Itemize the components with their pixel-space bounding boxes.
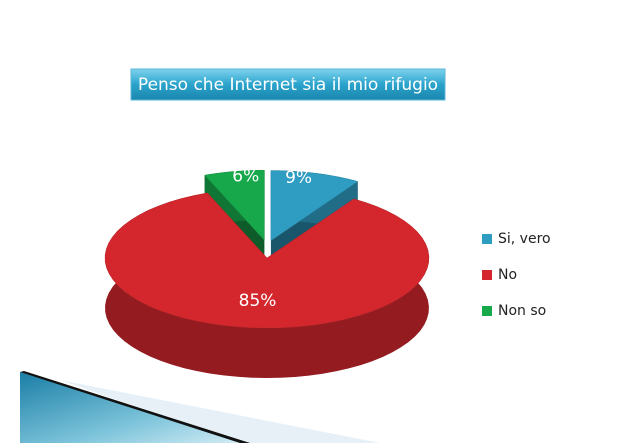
legend-label: No xyxy=(498,267,517,283)
legend-swatch xyxy=(482,234,492,244)
legend-swatch xyxy=(482,270,492,280)
data-label: 6% xyxy=(232,167,259,187)
chart: Penso che Internet sia il mio rifugio 9%… xyxy=(0,0,636,443)
legend-label: Si, vero xyxy=(498,231,551,247)
data-label: 85% xyxy=(239,291,277,311)
pie: 9% 6% 85% xyxy=(105,167,429,378)
legend: Si, vero No Non so xyxy=(482,231,551,319)
chart-title: Penso che Internet sia il mio rifugio xyxy=(138,75,438,95)
decoration xyxy=(20,371,380,443)
legend-swatch xyxy=(482,306,492,316)
data-label: 9% xyxy=(285,168,312,188)
legend-label: Non so xyxy=(498,303,546,319)
